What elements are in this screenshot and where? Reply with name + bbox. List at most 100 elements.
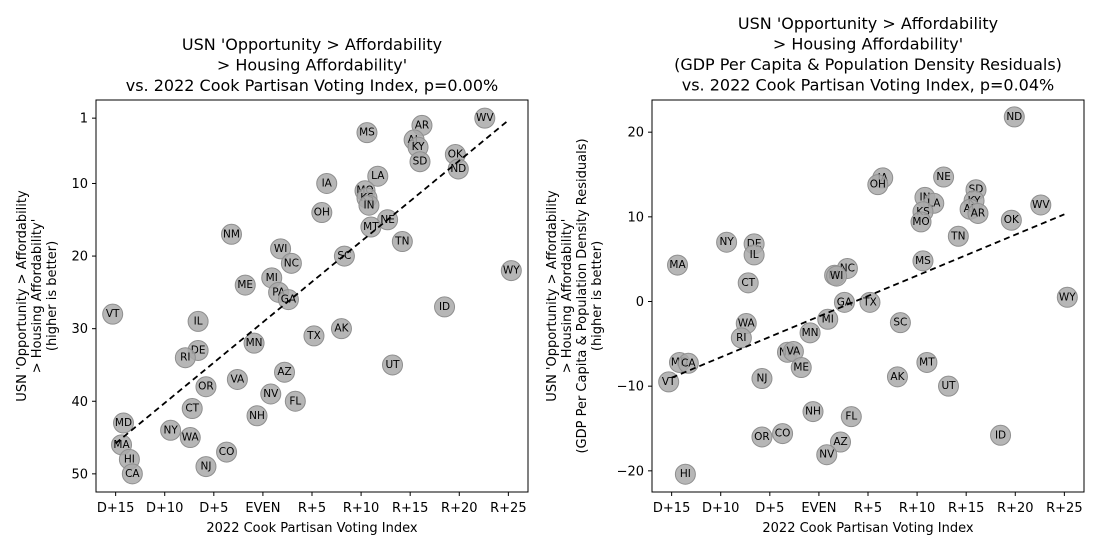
point-label: HI <box>124 453 135 465</box>
y-axis-label-line: USN 'Opportunity > Affordability <box>545 190 560 402</box>
scatter-point <box>160 419 182 441</box>
scatter-point <box>886 366 908 388</box>
point-label: CT <box>185 403 199 415</box>
point-label: UT <box>385 359 400 371</box>
x-tick-label: D+15 <box>97 501 134 516</box>
data-point-vt: VT <box>102 303 124 325</box>
data-point-ak: AK <box>886 366 908 388</box>
data-point-wa: WA <box>179 427 201 449</box>
scatter-point <box>434 296 456 318</box>
point-label: MS <box>915 255 931 267</box>
data-point-nj: NJ <box>195 456 217 478</box>
y-tick-label: 20 <box>71 250 88 265</box>
data-point-ny: NY <box>716 231 738 253</box>
scatter-point <box>816 444 838 466</box>
data-point-in: IN <box>358 194 380 216</box>
point-label: ME <box>237 279 253 291</box>
y-axis-label-line: > Housing Affordability' <box>30 219 45 374</box>
data-point-me: ME <box>790 357 812 379</box>
data-point-me: ME <box>234 274 256 296</box>
point-label: WI <box>274 243 287 255</box>
data-point-ms: MS <box>356 122 378 144</box>
point-label: IL <box>750 249 759 261</box>
data-point-mt: MT <box>916 351 938 373</box>
data-point-va: VA <box>226 368 248 390</box>
scatter-point <box>102 303 124 325</box>
point-label: VT <box>662 376 676 388</box>
point-label: ME <box>793 362 809 374</box>
scatter-point <box>274 361 296 383</box>
scatter-point <box>367 165 389 187</box>
point-label: SD <box>413 156 428 168</box>
point-label: WA <box>738 318 756 330</box>
scatter-point <box>260 383 282 405</box>
data-point-ms: MS <box>912 250 934 272</box>
point-label: NV <box>819 449 835 461</box>
data-point-az: AZ <box>830 431 852 453</box>
data-point-ma: MA <box>667 254 689 276</box>
point-label: WY <box>503 265 520 277</box>
scatter-point <box>316 172 338 194</box>
y-tick-label: 20 <box>627 126 644 141</box>
data-point-ok: OK <box>1000 209 1022 231</box>
point-label: VA <box>231 373 246 385</box>
y-tick-label: 0 <box>636 295 644 310</box>
point-label: WY <box>1059 291 1076 303</box>
y-tick-label: −10 <box>617 380 644 395</box>
scatter-point <box>716 231 738 253</box>
point-label: MT <box>363 221 379 233</box>
point-label: AK <box>334 323 349 335</box>
data-point-ia: IA <box>316 172 338 194</box>
chart-title-line: (GDP Per Capita & Population Density Res… <box>674 55 1062 74</box>
scatter-point <box>246 405 268 427</box>
point-label: NE <box>936 171 951 183</box>
data-point-va: VA <box>782 340 804 362</box>
data-point-nj: NJ <box>751 368 773 390</box>
data-point-co: CO <box>216 441 238 463</box>
point-label: TX <box>862 296 877 308</box>
x-tick-label: R+25 <box>490 501 526 516</box>
scatter-point <box>112 412 134 434</box>
point-label: WV <box>476 112 494 124</box>
scatter-point <box>674 463 696 485</box>
point-label: RI <box>180 352 190 364</box>
data-point-or: OR <box>195 376 217 398</box>
point-label: MI <box>822 313 834 325</box>
scatter-point <box>311 202 333 224</box>
point-label: IN <box>363 199 374 211</box>
x-tick-label: R+10 <box>899 501 935 516</box>
chart-title-line: USN 'Opportunity > Affordability <box>182 35 442 54</box>
data-point-hi: HI <box>674 463 696 485</box>
point-label: OR <box>198 381 214 393</box>
data-point-tn: TN <box>947 225 969 247</box>
data-point-sd: SD <box>409 151 431 173</box>
y-axis-label: USN 'Opportunity > Affordability> Housin… <box>15 190 60 402</box>
scatter-point <box>179 427 201 449</box>
scatter-point <box>772 423 794 445</box>
scatter-point <box>947 225 969 247</box>
point-label: AZ <box>277 366 291 378</box>
scatter-point <box>195 456 217 478</box>
scatter-point <box>226 368 248 390</box>
scatter-point <box>330 318 352 340</box>
point-label: VA <box>787 345 802 357</box>
point-label: MD <box>115 417 132 429</box>
point-label: NH <box>805 406 821 418</box>
y-axis-label-line: (higher is better) <box>590 241 605 351</box>
scatter-point <box>751 426 773 448</box>
data-point-nd: ND <box>1003 106 1025 128</box>
data-point-nh: NH <box>246 405 268 427</box>
data-point-ar: AR <box>967 202 989 224</box>
data-point-wy: WY <box>1056 286 1078 308</box>
x-tick-label: D+10 <box>702 501 739 516</box>
scatter-point <box>799 322 821 344</box>
data-point-tn: TN <box>391 231 413 253</box>
scatter-point <box>277 289 299 311</box>
point-label: AZ <box>833 436 847 448</box>
point-label: NV <box>263 388 279 400</box>
scatter-point <box>916 351 938 373</box>
data-point-wv: WV <box>474 107 496 129</box>
data-point-fl: FL <box>284 390 306 412</box>
scatter-point <box>1000 209 1022 231</box>
scatter-point <box>243 332 265 354</box>
